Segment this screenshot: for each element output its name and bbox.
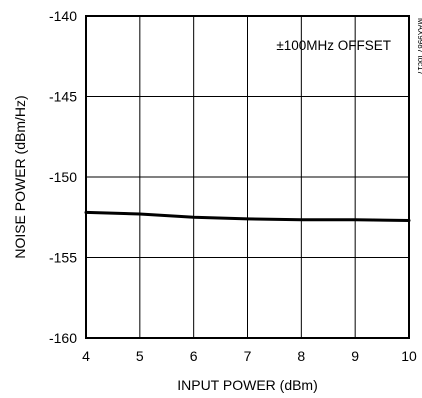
x-tick-label: 4 <box>82 348 90 364</box>
y-tick-label: -150 <box>49 169 77 185</box>
x-axis-label: INPUT POWER (dBm) <box>177 377 318 393</box>
y-tick-label: -155 <box>49 250 77 266</box>
grid <box>86 16 409 338</box>
y-tick-label: -145 <box>49 89 77 105</box>
x-tick-label: 6 <box>190 348 198 364</box>
x-tick-label: 7 <box>244 348 252 364</box>
x-tick-label: 9 <box>351 348 359 364</box>
y-axis-label: NOISE POWER (dBm/Hz) <box>12 95 28 258</box>
series-group <box>84 210 411 222</box>
tick-labels: 4 5 6 7 8 9 10 -140 -145 -150 -155 -160 <box>49 8 417 364</box>
x-tick-label: 5 <box>136 348 144 364</box>
figure-id: MAX9987 toc17 <box>416 18 422 75</box>
x-tick-label: 8 <box>297 348 305 364</box>
y-tick-label: -140 <box>49 8 77 24</box>
plot-frame <box>85 15 410 339</box>
annotation-text: ±100MHz OFFSET <box>276 38 391 53</box>
series-line <box>84 210 411 222</box>
y-tick-label: -160 <box>49 330 77 346</box>
x-tick-label: 10 <box>401 348 417 364</box>
